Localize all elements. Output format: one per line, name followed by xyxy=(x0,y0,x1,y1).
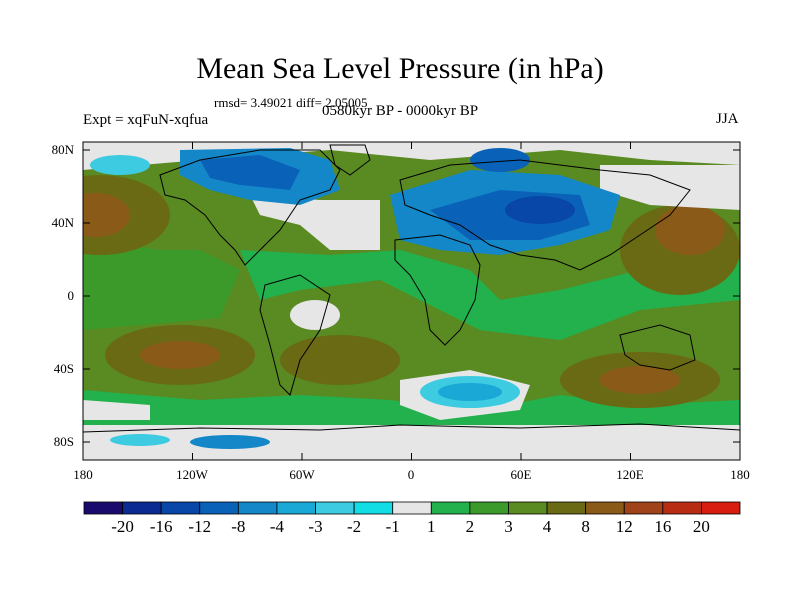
x-tick-60w: 60W xyxy=(289,467,315,482)
colorbar-label: 1 xyxy=(427,517,436,536)
field-neutral-siberia xyxy=(600,165,740,210)
colorbar-label: 20 xyxy=(692,517,710,536)
pressure-anomaly-field xyxy=(83,142,740,460)
colorbar-swatch xyxy=(392,501,432,515)
colorbar xyxy=(83,501,741,515)
colorbar-label: -12 xyxy=(188,517,212,536)
field-neutral-antarctica xyxy=(83,425,740,460)
x-tick-180-right: 180 xyxy=(730,467,750,482)
colorbar-label: -16 xyxy=(149,517,173,536)
colorbar-swatch xyxy=(623,501,664,515)
colorbar-swatch xyxy=(430,501,471,515)
field-high-north-pacific-core xyxy=(83,193,130,237)
field-neutral-south-america xyxy=(290,300,340,330)
field-green-tropics xyxy=(240,250,740,340)
colorbar-label: -3 xyxy=(308,517,323,536)
x-tick-120e: 120E xyxy=(616,467,644,482)
colorbar-label: 8 xyxy=(581,517,590,536)
y-tick-40s: 40S xyxy=(53,361,74,376)
y-axis-ticks xyxy=(83,149,740,443)
field-low-north-america-core xyxy=(200,155,300,190)
field-high-south-indian-core xyxy=(600,366,680,394)
x-axis-ticks xyxy=(82,142,741,460)
colorbar-label: -20 xyxy=(111,517,134,536)
field-low-eurasia-deep xyxy=(505,196,575,224)
colorbar-swatch xyxy=(508,501,548,515)
colorbar-label: 2 xyxy=(465,517,475,536)
colorbar-swatch xyxy=(701,501,741,515)
stats-label: rmsd= 3.49021 diff= 2.05005 xyxy=(214,95,368,110)
colorbar-swatch xyxy=(122,501,162,515)
experiment-label: Expt = xqFuN-xqfua xyxy=(83,112,209,128)
y-tick-80s: 80S xyxy=(53,434,74,449)
field-high-west-pacific-core xyxy=(655,205,725,255)
colorbar-swatch xyxy=(199,501,239,515)
field-high-south-pacific-core xyxy=(140,341,220,369)
field-neutral-north-atlantic xyxy=(250,195,380,250)
field-low-bering xyxy=(90,155,150,175)
field-high-south-atlantic xyxy=(280,335,400,385)
y-tick-40n: 40N xyxy=(51,215,74,230)
coast-eurasia xyxy=(399,159,691,271)
colorbar-label: 3 xyxy=(504,517,513,536)
field-neutral-se-pacific xyxy=(83,400,150,420)
colorbar-swatch xyxy=(315,501,355,515)
field-low-south-atlantic-core xyxy=(438,383,502,401)
y-tick-0: 0 xyxy=(67,288,75,303)
colorbar-label: -1 xyxy=(385,517,400,536)
coast-greenland xyxy=(329,144,371,176)
coastlines xyxy=(83,144,740,433)
colorbar-swatch xyxy=(585,501,625,515)
x-tick-180-left: 180 xyxy=(73,467,93,482)
colorbar-label: 12 xyxy=(615,517,633,536)
colorbar-label: -2 xyxy=(347,517,362,536)
x-tick-60e: 60E xyxy=(510,467,532,482)
colorbar-swatch xyxy=(662,501,702,515)
map-title: Mean Sea Level Pressure (in hPa) xyxy=(196,52,604,85)
x-tick-0: 0 xyxy=(407,467,415,482)
coast-africa xyxy=(394,234,481,346)
coast-australia xyxy=(619,324,696,371)
colorbar-swatch xyxy=(83,501,123,515)
colorbar-swatch xyxy=(469,501,509,515)
field-low-antarctic-ross xyxy=(190,435,270,449)
field-low-antarctic-west xyxy=(110,434,170,446)
colorbar-label: -4 xyxy=(269,517,285,536)
colorbar-swatch xyxy=(546,501,587,515)
field-green-pacific xyxy=(83,245,240,330)
colorbar-swatch xyxy=(353,501,394,515)
period-label: 0580kyr BP - 0000kyr BP xyxy=(322,103,479,119)
season-label: JJA xyxy=(716,111,739,127)
colorbar-label: -8 xyxy=(231,517,246,536)
coast-north-america xyxy=(159,149,341,266)
colorbar-swatch xyxy=(276,501,316,515)
colorbar-swatch xyxy=(160,501,201,515)
coast-south-america xyxy=(259,274,331,396)
colorbar-label: 4 xyxy=(542,517,552,536)
colorbar-label: 16 xyxy=(654,517,672,536)
coast-antarctica xyxy=(83,423,740,433)
colorbar-swatch xyxy=(237,501,278,515)
field-low-scandinavia xyxy=(470,148,530,172)
x-tick-120w: 120W xyxy=(176,467,208,482)
y-tick-80n: 80N xyxy=(51,142,74,157)
